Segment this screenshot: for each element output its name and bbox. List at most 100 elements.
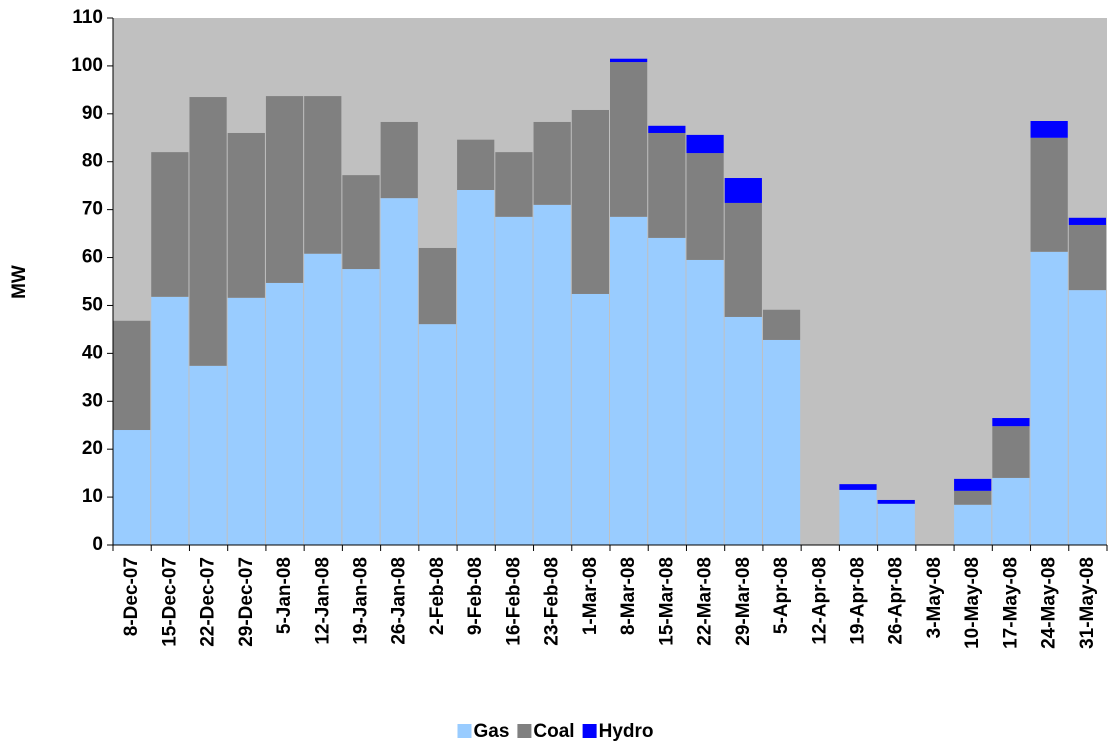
bar-segment xyxy=(648,132,686,238)
bar-segment xyxy=(265,282,304,545)
bar-segment xyxy=(113,320,151,431)
y-tick-label: 70 xyxy=(82,199,103,220)
x-tick-label: 9-Feb-08 xyxy=(465,557,486,635)
bar-segment xyxy=(457,189,495,545)
x-tick-label: 10-May-08 xyxy=(962,557,983,649)
bar-segment xyxy=(762,309,801,340)
legend-label: Gas xyxy=(473,721,509,742)
bar-segment xyxy=(418,324,457,545)
bar-segment xyxy=(610,58,648,63)
x-tick-label: 2-Feb-08 xyxy=(427,557,448,635)
bar-segment xyxy=(839,484,877,490)
bar-segment xyxy=(495,152,533,217)
bar-segment xyxy=(686,153,724,260)
x-tick-label: 22-Mar-08 xyxy=(695,557,716,646)
y-tick-label: 40 xyxy=(82,342,103,363)
y-tick-label: 100 xyxy=(71,55,103,76)
bar-segment xyxy=(610,62,648,217)
x-tick-label: 8-Mar-08 xyxy=(618,557,639,635)
x-tick-label: 29-Mar-08 xyxy=(733,557,754,646)
bar-segment xyxy=(151,152,189,297)
x-tick-label: 24-May-08 xyxy=(1039,557,1060,649)
legend-label: Coal xyxy=(533,721,574,742)
bar-segment xyxy=(571,109,609,294)
x-tick-label: 26-Jan-08 xyxy=(389,557,410,645)
bar-segment xyxy=(380,121,418,199)
bar-segment xyxy=(342,269,380,545)
bar-segment xyxy=(724,202,762,317)
bar-segment xyxy=(495,216,533,545)
y-tick-label: 50 xyxy=(82,294,103,315)
bar-segment xyxy=(954,504,992,545)
bar-segment xyxy=(992,426,1030,478)
bar-segment xyxy=(1068,224,1106,291)
x-tick-label: 17-May-08 xyxy=(1000,557,1021,649)
y-tick-label: 90 xyxy=(82,103,103,124)
bar-segment xyxy=(189,97,227,366)
bar-segment xyxy=(418,247,457,325)
bar-segment xyxy=(839,489,877,545)
x-tick-label: 26-Apr-08 xyxy=(886,557,907,645)
x-tick-label: 15-Dec-07 xyxy=(159,557,180,647)
bar-segment xyxy=(380,198,418,545)
x-tick-label: 5-Jan-08 xyxy=(274,557,295,634)
x-tick-label: 22-Dec-07 xyxy=(198,557,219,647)
bar-segment xyxy=(1030,137,1068,252)
x-tick-label: 16-Feb-08 xyxy=(503,557,524,646)
legend-swatch xyxy=(582,724,597,738)
bar-segment xyxy=(686,134,724,154)
bar-segment xyxy=(992,418,1030,427)
y-tick-label: 20 xyxy=(82,438,103,459)
bar-segment xyxy=(1068,290,1106,545)
bar-segment xyxy=(342,175,380,270)
bar-segment xyxy=(189,365,227,545)
x-tick-label: 31-May-08 xyxy=(1077,557,1098,649)
bar-segment xyxy=(304,96,342,254)
y-tick-label: 60 xyxy=(82,247,103,268)
legend-swatch xyxy=(517,724,532,738)
x-tick-label: 19-Jan-08 xyxy=(351,557,372,645)
bar-segment xyxy=(686,259,724,545)
y-axis-title: MW xyxy=(9,265,30,299)
bar-segment xyxy=(954,490,992,505)
legend-label: Hydro xyxy=(599,721,654,742)
x-tick-label: 29-Dec-07 xyxy=(236,557,257,647)
y-tick-label: 0 xyxy=(92,534,103,555)
bar-segment xyxy=(227,132,265,298)
legend-swatch xyxy=(457,724,472,738)
x-tick-label: 12-Jan-08 xyxy=(312,557,333,645)
bar-segment xyxy=(1030,121,1068,138)
y-tick-label: 10 xyxy=(82,486,103,507)
y-tick-label: 110 xyxy=(72,7,103,28)
y-tick-label: 30 xyxy=(82,390,103,411)
bar-segment xyxy=(571,293,609,545)
bar-segment xyxy=(533,121,571,205)
x-tick-label: 3-May-08 xyxy=(924,557,945,638)
bar-segment xyxy=(151,296,189,545)
bar-segment xyxy=(877,499,915,504)
bar-segment xyxy=(992,477,1030,545)
x-tick-label: 5-Apr-08 xyxy=(771,557,792,634)
bar-segment xyxy=(724,178,762,203)
bar-segment xyxy=(304,253,342,546)
bar-segment xyxy=(457,139,495,190)
bar-segment xyxy=(265,96,304,283)
x-tick-label: 8-Dec-07 xyxy=(121,557,142,636)
y-tick-label: 80 xyxy=(82,151,103,172)
bar-segment xyxy=(227,297,265,545)
bar-segment xyxy=(877,503,915,545)
bar-segment xyxy=(113,430,151,545)
bar-segment xyxy=(648,125,686,133)
bar-segment xyxy=(1068,217,1106,225)
x-tick-label: 1-Mar-08 xyxy=(580,557,601,635)
x-tick-label: 12-Apr-08 xyxy=(809,557,830,645)
x-tick-label: 15-Mar-08 xyxy=(656,557,677,646)
bar-segment xyxy=(762,339,801,545)
bar-segment xyxy=(533,204,571,545)
bar-segment xyxy=(724,316,762,545)
x-tick-label: 19-Apr-08 xyxy=(848,557,869,645)
bar-segment xyxy=(648,237,686,546)
bar-segment xyxy=(610,216,648,545)
bar-segment xyxy=(954,478,992,491)
